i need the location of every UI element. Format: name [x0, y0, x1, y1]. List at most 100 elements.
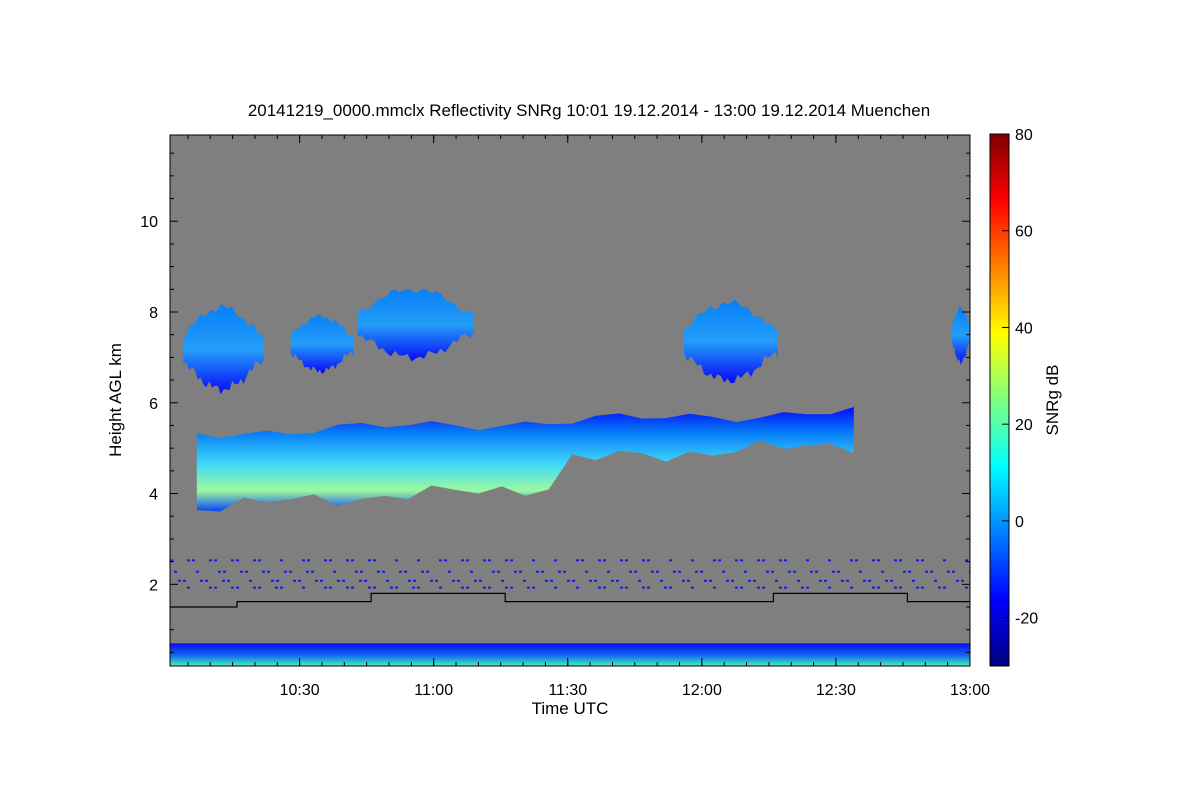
noise-speckle: [218, 570, 221, 573]
noise-speckle: [346, 586, 349, 589]
noise-speckle: [262, 570, 265, 573]
noise-speckle: [819, 579, 822, 582]
noise-speckle: [647, 559, 650, 562]
noise-speckle: [824, 579, 827, 582]
noise-speckle: [483, 559, 486, 562]
echo-region: [183, 304, 264, 395]
noise-speckle: [855, 559, 858, 562]
noise-speckle: [899, 586, 902, 589]
noise-speckle: [399, 570, 402, 573]
x-tick-label: 10:30: [280, 682, 320, 699]
noise-speckle: [382, 570, 385, 573]
noise-speckle: [395, 559, 398, 562]
noise-speckle: [205, 579, 208, 582]
noise-speckle: [965, 559, 968, 562]
noise-speckle: [258, 559, 261, 562]
noise-speckle: [903, 570, 906, 573]
noise-speckle: [236, 559, 239, 562]
noise-speckle: [850, 559, 853, 562]
noise-speckle: [214, 559, 217, 562]
noise-speckle: [558, 570, 561, 573]
noise-speckle: [916, 559, 919, 562]
noise-speckle: [351, 559, 354, 562]
noise-speckle: [236, 586, 239, 589]
noise-speckle: [731, 579, 734, 582]
noise-speckle: [634, 570, 637, 573]
echo-cirrus: [183, 304, 264, 395]
noise-speckle: [828, 559, 831, 562]
noise-speckle: [488, 559, 491, 562]
noise-speckle: [762, 559, 765, 562]
noise-speckle: [563, 570, 566, 573]
noise-speckle: [877, 586, 880, 589]
noise-speckle: [258, 586, 261, 589]
noise-speckle: [642, 559, 645, 562]
noise-speckle: [894, 586, 897, 589]
noise-speckle: [541, 570, 544, 573]
noise-speckle: [651, 570, 654, 573]
echo-cirrus: [357, 288, 474, 362]
x-tick-label: 12:00: [682, 682, 722, 699]
noise-speckle: [492, 570, 495, 573]
noise-speckle: [187, 586, 190, 589]
noise-speckle: [209, 586, 212, 589]
colorbar-label: SNRg dB: [1043, 365, 1062, 436]
noise-speckle: [439, 559, 442, 562]
noise-speckle: [231, 559, 234, 562]
noise-speckle: [461, 559, 464, 562]
noise-speckle: [373, 559, 376, 562]
noise-speckle: [594, 579, 597, 582]
colorbar-tick-label: 20: [1015, 417, 1033, 434]
noise-speckle: [192, 559, 195, 562]
x-tick-label: 11:00: [414, 682, 453, 699]
echo-cirrus: [952, 305, 970, 365]
noise-speckle: [788, 570, 791, 573]
noise-speckle: [324, 559, 327, 562]
noise-speckle: [567, 579, 570, 582]
noise-speckle: [404, 570, 407, 573]
y-axis-title: Height AGL km: [106, 343, 125, 457]
noise-speckle: [306, 570, 309, 573]
noise-speckle: [832, 570, 835, 573]
noise-speckle: [908, 570, 911, 573]
noise-speckle: [947, 570, 950, 573]
y-axis: 2 4 6 8 10: [140, 152, 970, 653]
noise-speckle: [426, 570, 429, 573]
colorbar-tick-label: 80: [1015, 127, 1033, 144]
noise-speckle: [170, 559, 173, 562]
y-tick-label: 2: [149, 577, 158, 594]
noise-speckle: [603, 586, 606, 589]
echo-cirrus: [290, 314, 354, 374]
noise-speckle: [505, 559, 508, 562]
x-tick-label: 12:30: [816, 682, 856, 699]
noise-speckle: [801, 586, 804, 589]
noise-speckle: [311, 570, 314, 573]
echo-region: [196, 407, 854, 512]
colorbar-tick-label: -20: [1015, 611, 1038, 628]
noise-speckle: [616, 579, 619, 582]
noise-speckle: [673, 570, 676, 573]
noise-speckle: [178, 579, 181, 582]
noise-speckle: [793, 570, 796, 573]
noise-speckle: [806, 559, 809, 562]
noise-speckle: [329, 559, 332, 562]
noise-speckle: [625, 559, 628, 562]
y-tick-label: 4: [149, 487, 158, 504]
noise-speckle: [253, 559, 256, 562]
noise-speckle: [872, 586, 875, 589]
noise-speckle: [368, 559, 371, 562]
noise-speckle: [607, 570, 610, 573]
noise-speckle: [916, 586, 919, 589]
noise-speckle: [938, 586, 941, 589]
echo-region: [357, 288, 474, 362]
noise-speckle: [797, 579, 800, 582]
noise-speckle: [532, 586, 535, 589]
noise-speckle: [523, 579, 526, 582]
noise-speckle: [200, 579, 203, 582]
noise-speckle: [360, 570, 363, 573]
echo-cirrus: [684, 299, 778, 384]
noise-speckle: [223, 570, 226, 573]
noise-speckle: [333, 570, 336, 573]
noise-speckle: [536, 570, 539, 573]
noise-speckle: [253, 586, 256, 589]
